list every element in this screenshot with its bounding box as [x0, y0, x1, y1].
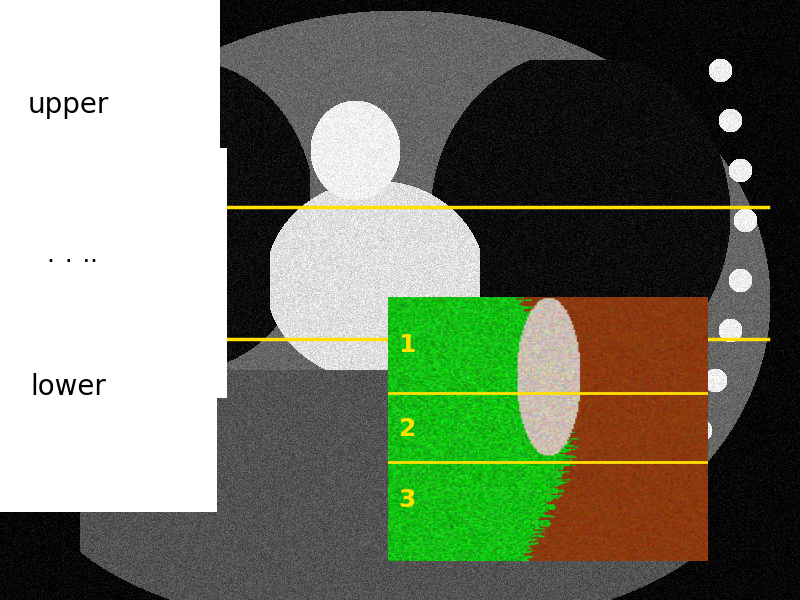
Text: 2: 2: [398, 417, 416, 441]
Text: middle: middle: [21, 259, 115, 287]
Text: 3: 3: [398, 488, 416, 512]
Text: lower: lower: [30, 373, 106, 401]
Text: 1: 1: [398, 332, 416, 356]
Text: upper: upper: [27, 91, 109, 119]
Text: A: A: [16, 12, 40, 41]
